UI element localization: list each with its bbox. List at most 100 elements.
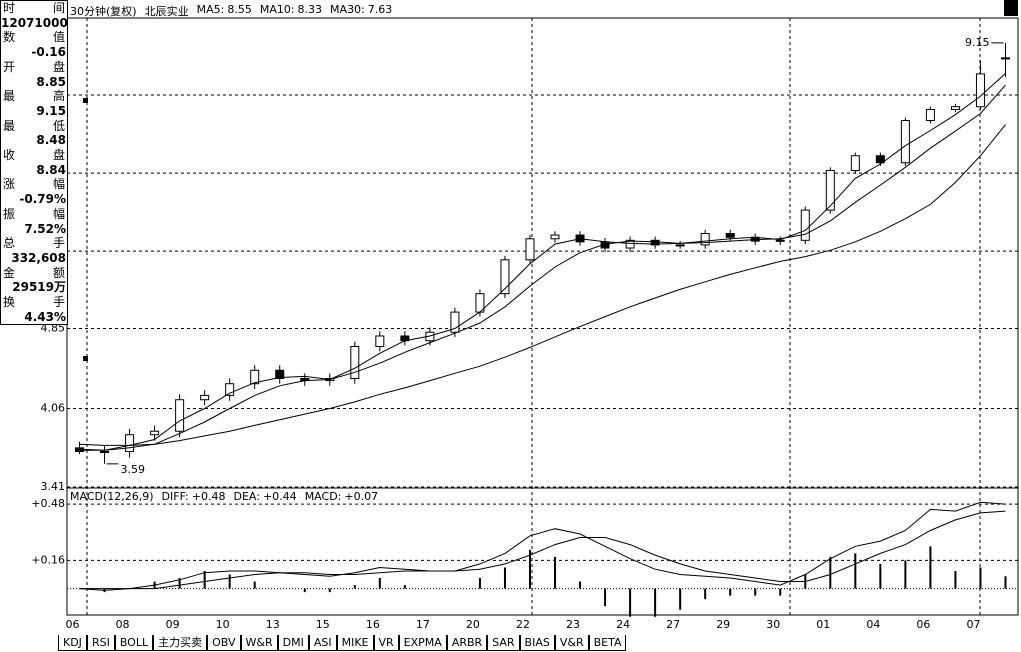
ma-line bbox=[79, 124, 1006, 446]
extreme-label: 9.15 bbox=[965, 36, 990, 49]
candle-body bbox=[100, 450, 110, 453]
info-label: 振幅 bbox=[3, 206, 65, 221]
legend-name: DIFF: bbox=[161, 490, 189, 503]
candle-body bbox=[250, 369, 260, 385]
tab[interactable]: RSI bbox=[86, 635, 115, 651]
info-label: 金额 bbox=[3, 265, 65, 280]
candle-body bbox=[825, 170, 835, 211]
legend-name: MA5: bbox=[196, 3, 225, 16]
legend-value: 8.33 bbox=[297, 3, 323, 16]
x-tick-label: 30 bbox=[766, 618, 780, 631]
x-tick-label: 15 bbox=[316, 618, 330, 631]
legend-value: +0.48 bbox=[191, 490, 226, 503]
candle-body bbox=[200, 394, 210, 401]
info-value: 8.84 bbox=[36, 162, 66, 177]
macd-legend: MACD(12,26,9) DIFF: +0.48 DEA: +0.44 MACD:… bbox=[70, 490, 378, 503]
candle-body bbox=[775, 239, 785, 242]
y-tick-label: 3.41 bbox=[41, 480, 66, 493]
tab[interactable]: EXPMA bbox=[398, 635, 447, 651]
x-tick-label: 10 bbox=[216, 618, 230, 631]
candle-body bbox=[175, 399, 185, 432]
marks bbox=[75, 42, 1010, 617]
title-bar: 30分钟(复权) 北辰实业 MA5: 8.55 MA10: 8.33 MA30: 7.… bbox=[70, 3, 392, 19]
tab[interactable]: W&R bbox=[240, 635, 278, 651]
legend-item: MA30: 7.63 bbox=[330, 3, 392, 19]
tab[interactable]: DMI bbox=[277, 635, 309, 651]
macd-line bbox=[79, 510, 1006, 590]
candle-body bbox=[875, 155, 885, 164]
info-value: 8.48 bbox=[36, 133, 66, 148]
legend-item: MA10: 8.33 bbox=[260, 3, 322, 19]
x-tick-label: 23 bbox=[566, 618, 580, 631]
tab[interactable]: BETA bbox=[588, 635, 627, 651]
grid bbox=[67, 94, 1018, 590]
info-label: 时间 bbox=[3, 1, 65, 15]
plot-frame bbox=[66, 17, 1019, 616]
x-tick-label: 16 bbox=[366, 618, 380, 631]
x-tick-label: 22 bbox=[516, 618, 530, 631]
tab[interactable]: VR bbox=[373, 635, 399, 651]
indicator-tabs: KDJ RSI BOLL 主力买卖 OBV W&R DMI ASI MIKE VR EXPMA ARB… bbox=[58, 635, 627, 651]
info-label: 最高 bbox=[3, 89, 65, 104]
ma-line bbox=[79, 84, 1006, 451]
tab[interactable]: ASI bbox=[308, 635, 337, 651]
candle-body bbox=[800, 209, 810, 241]
info-label: 最低 bbox=[3, 118, 65, 133]
candle-body bbox=[450, 311, 460, 333]
legend-item: MACD: +0.07 bbox=[305, 490, 378, 503]
info-label: 换手 bbox=[3, 295, 65, 310]
tab[interactable]: BIAS bbox=[519, 635, 555, 651]
tab[interactable]: BOLL bbox=[114, 635, 154, 651]
x-tick-label: 24 bbox=[616, 618, 630, 631]
legend-item: DEA: +0.44 bbox=[234, 490, 297, 503]
candle-body bbox=[625, 239, 635, 249]
candle-body bbox=[350, 345, 360, 379]
macd-title: MACD(12,26,9) bbox=[70, 490, 154, 503]
extreme-label: 3.59 bbox=[121, 463, 146, 476]
tab[interactable]: MIKE bbox=[336, 635, 374, 651]
candle-body bbox=[650, 239, 660, 246]
tab[interactable]: 主力买卖 bbox=[153, 635, 208, 651]
info-panel: 时间 12071000 数值 -0.16 开盘 8.85 最高 9.15 最低 8.48 收盘 8.8… bbox=[0, 0, 68, 326]
x-tick-label: 13 bbox=[266, 618, 280, 631]
legend-name: DEA: bbox=[233, 490, 260, 503]
candle-body bbox=[125, 434, 135, 452]
ma-line bbox=[79, 73, 1006, 451]
tab[interactable]: SAR bbox=[487, 635, 520, 651]
info-label: 总手 bbox=[3, 236, 65, 251]
candle-body bbox=[975, 73, 985, 108]
candle-body bbox=[950, 106, 960, 111]
legend-value: 8.55 bbox=[227, 3, 252, 16]
info-value: 7.52% bbox=[24, 221, 66, 236]
candle-body bbox=[850, 155, 860, 172]
x-tick-label: 01 bbox=[816, 618, 830, 631]
legend-item: DIFF: +0.48 bbox=[162, 490, 226, 503]
tab[interactable]: KDJ bbox=[58, 635, 87, 651]
tab[interactable]: V&R bbox=[554, 635, 589, 651]
candle-body bbox=[675, 244, 685, 247]
marker bbox=[83, 356, 88, 361]
legend-item: MA5: 8.55 bbox=[197, 3, 252, 19]
tab[interactable]: OBV bbox=[207, 635, 241, 651]
stock-name: 北辰实业 bbox=[144, 5, 189, 18]
info-label: 开盘 bbox=[3, 59, 65, 74]
legend-name: MA30: bbox=[330, 3, 365, 16]
x-tick-label: 06 bbox=[66, 618, 80, 631]
candle-body bbox=[275, 369, 285, 379]
x-tick-label: 29 bbox=[716, 618, 730, 631]
candle-body bbox=[700, 233, 710, 246]
candle-body bbox=[1000, 57, 1010, 60]
x-tick-label: 17 bbox=[416, 618, 430, 631]
info-value: 9.15 bbox=[36, 103, 66, 118]
candle-body bbox=[525, 238, 535, 261]
period: 30分钟(复权) bbox=[70, 5, 137, 18]
info-label: 数值 bbox=[3, 30, 65, 45]
candle-body bbox=[500, 259, 510, 295]
info-value: 332,608 bbox=[11, 250, 66, 265]
info-value: 8.85 bbox=[36, 74, 66, 89]
x-tick-label: 04 bbox=[866, 618, 880, 631]
legend-name: MA10: bbox=[259, 3, 295, 16]
tab[interactable]: ARBR bbox=[446, 635, 488, 651]
